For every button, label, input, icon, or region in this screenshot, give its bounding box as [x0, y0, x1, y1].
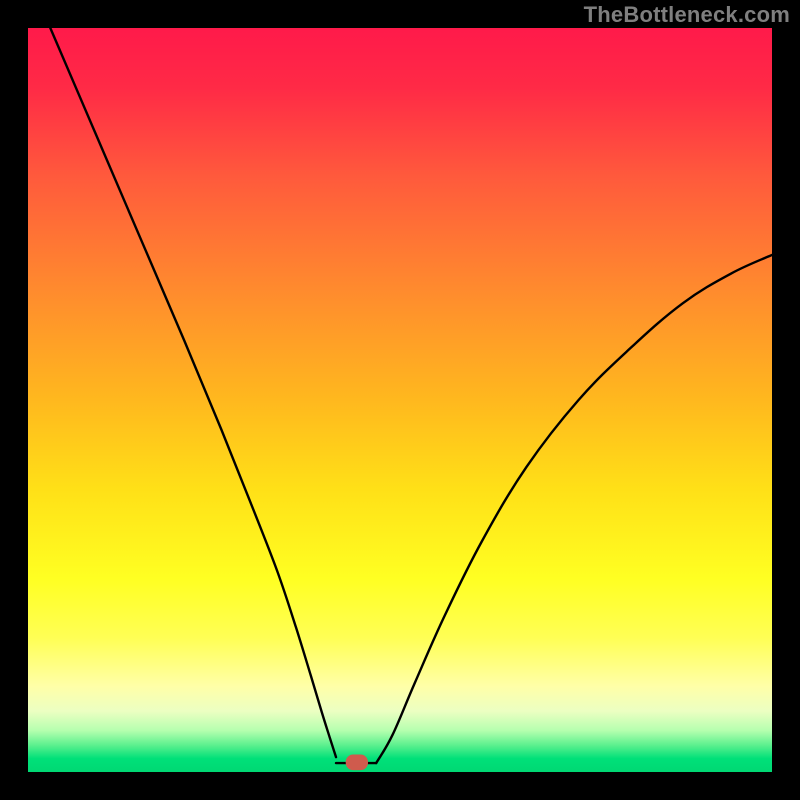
chart-frame: TheBottleneck.com: [0, 0, 800, 800]
optimum-marker: [346, 755, 368, 771]
chart-background: [28, 28, 772, 772]
watermark-text: TheBottleneck.com: [584, 2, 790, 28]
bottleneck-chart: [0, 0, 800, 800]
